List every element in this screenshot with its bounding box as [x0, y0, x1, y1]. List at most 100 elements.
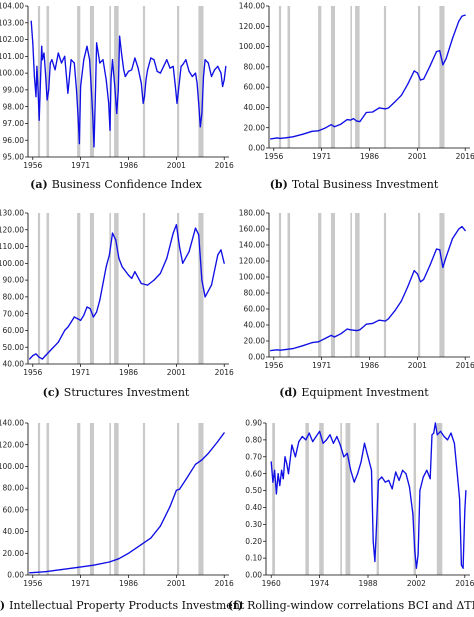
y-tick-label: 80.00 — [3, 292, 25, 301]
data-point — [75, 89, 78, 91]
recession-band — [177, 6, 180, 157]
data-point — [137, 67, 139, 69]
data-point — [349, 119, 351, 121]
data-point — [372, 322, 374, 324]
data-point — [374, 560, 376, 563]
x-tick-label: 2016 — [215, 579, 234, 588]
data-point — [435, 51, 438, 53]
data-point — [413, 70, 415, 72]
data-point — [204, 59, 206, 61]
recession-band — [89, 423, 94, 575]
caption-letter: (a) — [30, 178, 48, 191]
y-tick-label: 140.00 — [0, 419, 24, 428]
data-point — [83, 314, 85, 316]
y-tick-label: 96.00 — [3, 136, 25, 145]
data-point — [89, 308, 91, 310]
recession-band — [278, 6, 282, 148]
data-point — [159, 525, 161, 527]
data-point — [194, 72, 197, 74]
y-tick-label: 0.00 — [7, 571, 24, 580]
data-point — [127, 274, 130, 276]
data-point — [41, 59, 44, 61]
data-point — [333, 336, 335, 338]
data-point — [220, 249, 222, 251]
data-point — [308, 432, 310, 434]
recession-band — [278, 213, 282, 357]
caption-letter: (c) — [43, 386, 60, 399]
data-point — [194, 463, 197, 465]
data-point — [210, 284, 213, 286]
data-point — [124, 75, 126, 78]
data-point — [73, 62, 75, 64]
data-point — [443, 435, 445, 438]
data-point — [340, 333, 342, 335]
x-tick-label: 1956 — [23, 368, 42, 377]
data-point — [57, 52, 59, 54]
y-tick-label: 20.00 — [244, 337, 266, 346]
caption-text: Intellectual Property Products Investmen… — [9, 599, 245, 612]
data-point — [67, 326, 69, 328]
data-point — [388, 479, 390, 481]
data-point — [86, 306, 88, 308]
x-tick-label: 1956 — [264, 361, 283, 370]
y-tick-label: 100.00 — [0, 259, 24, 268]
data-point — [201, 279, 203, 281]
data-point — [102, 59, 104, 61]
y-tick-label: 102.00 — [0, 35, 24, 44]
x-tick-label: 2001 — [408, 152, 427, 161]
data-point — [277, 473, 279, 475]
data-point — [439, 249, 441, 251]
data-point — [301, 435, 303, 438]
data-point — [201, 112, 203, 114]
y-tick-label: 99.00 — [3, 85, 25, 94]
data-point — [93, 146, 95, 148]
y-tick-label: 60.00 — [244, 83, 266, 92]
caption-letter: (d) — [279, 386, 297, 399]
recession-band — [37, 213, 41, 364]
recession-band — [318, 213, 322, 357]
data-point — [76, 318, 79, 320]
data-point — [357, 473, 359, 475]
data-point — [391, 488, 393, 490]
x-tick-label: 2016 — [215, 368, 234, 377]
data-point — [407, 286, 409, 288]
data-point — [127, 70, 130, 72]
data-point — [311, 342, 313, 344]
data-point — [35, 353, 37, 355]
data-point — [415, 567, 417, 569]
recession-band — [355, 6, 360, 148]
data-point — [36, 65, 38, 67]
data-point — [384, 108, 387, 110]
data-point — [95, 85, 97, 88]
data-point — [353, 481, 355, 483]
x-tick-label: 1974 — [310, 579, 329, 588]
y-tick-label: 50.00 — [3, 343, 25, 352]
y-tick-label: 40.00 — [244, 103, 266, 112]
data-point — [115, 239, 117, 241]
panel-caption: (e) Intellectual Property Products Invest… — [0, 599, 245, 612]
data-point — [381, 476, 383, 478]
data-point — [349, 329, 351, 331]
data-point — [33, 75, 36, 78]
data-point — [445, 256, 447, 258]
recession-band — [198, 6, 204, 157]
data-point — [90, 85, 92, 88]
data-point — [51, 59, 53, 61]
data-point — [270, 350, 272, 352]
data-point — [163, 65, 165, 67]
recession-band — [287, 6, 291, 148]
data-point — [450, 432, 452, 434]
data-point — [350, 469, 352, 471]
data-point — [96, 311, 98, 313]
recession-band — [330, 213, 335, 357]
data-point — [48, 89, 50, 91]
series-line — [270, 422, 467, 569]
recession-band — [114, 423, 119, 575]
data-point — [214, 69, 216, 71]
recession-band — [114, 6, 119, 157]
data-point — [435, 248, 438, 250]
data-point — [109, 129, 111, 131]
recession-band — [77, 423, 81, 575]
recession-band — [109, 423, 111, 575]
data-point — [439, 50, 441, 52]
